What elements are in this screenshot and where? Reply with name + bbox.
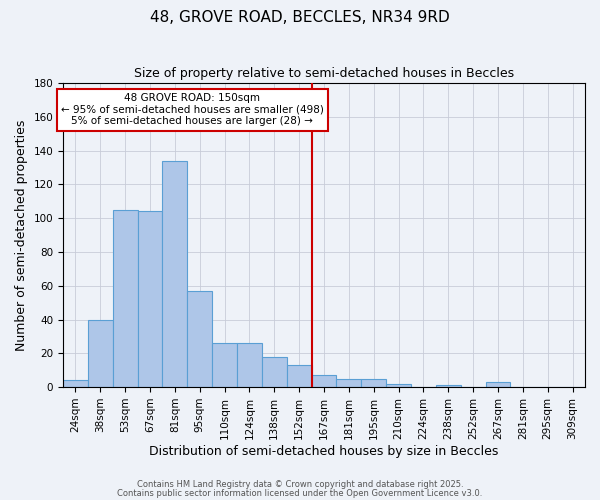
Bar	[337, 378, 361, 387]
Bar	[137, 212, 163, 387]
Bar	[311, 376, 337, 387]
Bar	[386, 384, 411, 387]
Bar	[262, 356, 287, 387]
Bar	[113, 210, 137, 387]
Text: Contains public sector information licensed under the Open Government Licence v3: Contains public sector information licen…	[118, 488, 482, 498]
Bar	[163, 161, 187, 387]
Text: 48, GROVE ROAD, BECCLES, NR34 9RD: 48, GROVE ROAD, BECCLES, NR34 9RD	[150, 10, 450, 25]
Title: Size of property relative to semi-detached houses in Beccles: Size of property relative to semi-detach…	[134, 68, 514, 80]
Bar	[212, 343, 237, 387]
Bar	[361, 378, 386, 387]
Text: 48 GROVE ROAD: 150sqm
← 95% of semi-detached houses are smaller (498)
5% of semi: 48 GROVE ROAD: 150sqm ← 95% of semi-deta…	[61, 93, 324, 126]
Bar	[287, 365, 311, 387]
Bar	[237, 343, 262, 387]
X-axis label: Distribution of semi-detached houses by size in Beccles: Distribution of semi-detached houses by …	[149, 444, 499, 458]
Y-axis label: Number of semi-detached properties: Number of semi-detached properties	[15, 120, 28, 351]
Bar	[485, 382, 511, 387]
Bar	[88, 320, 113, 387]
Text: Contains HM Land Registry data © Crown copyright and database right 2025.: Contains HM Land Registry data © Crown c…	[137, 480, 463, 489]
Bar	[63, 380, 88, 387]
Bar	[187, 291, 212, 387]
Bar	[436, 386, 461, 387]
